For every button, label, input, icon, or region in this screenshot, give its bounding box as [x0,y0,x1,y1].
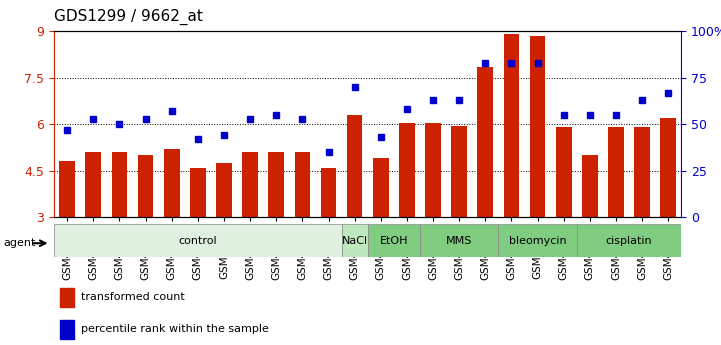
Text: GDS1299 / 9662_at: GDS1299 / 9662_at [54,9,203,25]
Bar [54,224,342,257]
Bar [660,118,676,217]
Text: bleomycin: bleomycin [509,236,567,246]
Bar [164,149,180,217]
Bar [503,34,519,217]
Text: percentile rank within the sample: percentile rank within the sample [81,324,269,334]
Text: control: control [179,236,217,246]
Bar [190,168,205,217]
Bar [420,224,498,257]
Bar [321,168,336,217]
Bar [61,320,74,339]
Bar [268,152,284,217]
Bar [608,127,624,217]
Bar [347,115,363,217]
Text: MMS: MMS [446,236,472,246]
Bar [216,163,231,217]
Bar [634,127,650,217]
Bar [399,123,415,217]
Text: cisplatin: cisplatin [606,236,653,246]
Bar [582,155,598,217]
Bar [294,152,310,217]
Bar [530,36,545,217]
Bar [342,224,368,257]
Text: transformed count: transformed count [81,292,185,302]
Text: EtOH: EtOH [379,236,408,246]
Bar [556,127,572,217]
Bar [373,158,389,217]
Bar [85,152,101,217]
Bar [138,155,154,217]
Bar [425,123,441,217]
Bar [61,288,74,307]
Bar [368,224,420,257]
Text: NaCl: NaCl [342,236,368,246]
Bar [498,224,577,257]
Bar [577,224,681,257]
Bar [477,67,493,217]
Text: agent: agent [4,238,36,248]
Bar [112,152,127,217]
Bar [242,152,258,217]
Bar [451,126,467,217]
Bar [59,161,75,217]
